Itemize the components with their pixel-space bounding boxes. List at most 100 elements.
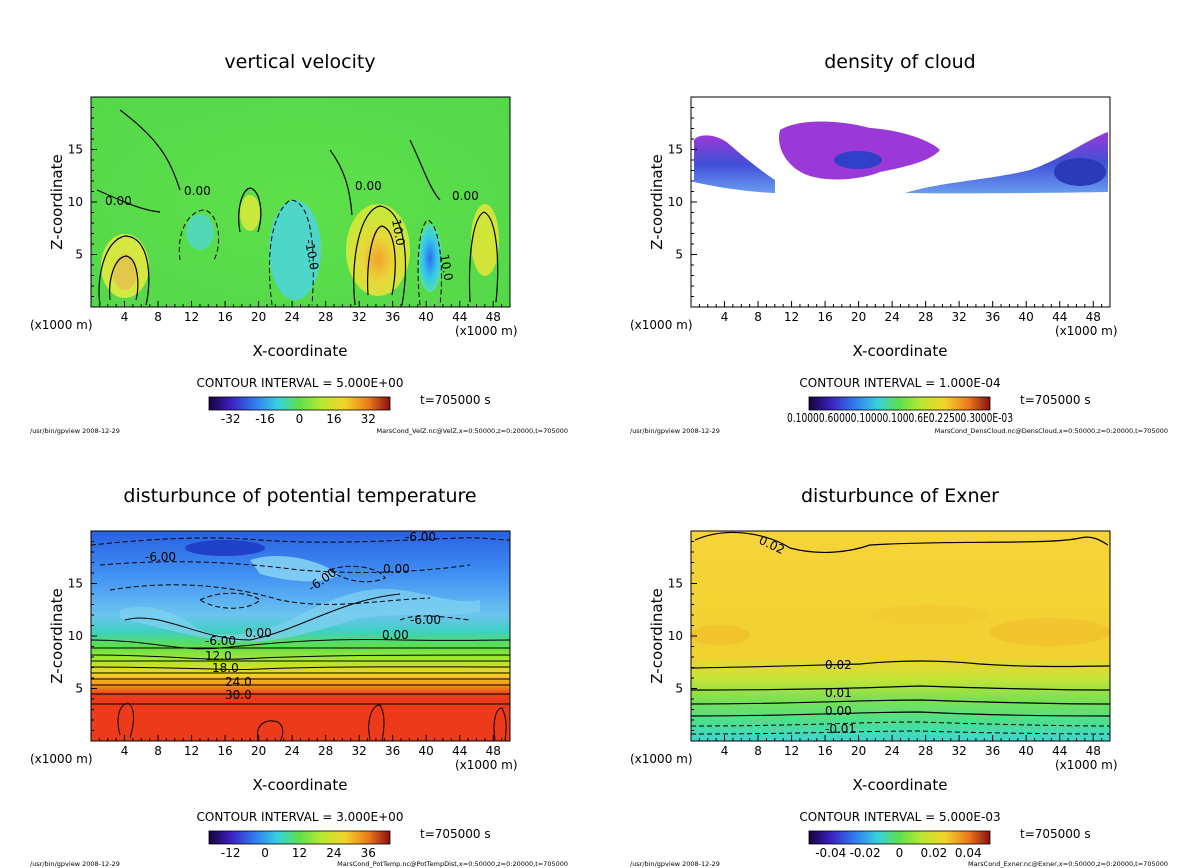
y-tick-label: 5: [75, 682, 83, 696]
colorbar-tick-label: 12: [292, 846, 307, 860]
x-tick-label: 24: [884, 310, 899, 324]
x-tick-label: 24: [284, 744, 299, 758]
x-tick-label: 32: [352, 744, 367, 758]
x-tick-label: 16: [217, 310, 232, 324]
footer-right: MarsCond_Exner.nc@Exner,x=0:50000,z=0:20…: [968, 860, 1168, 868]
footer-left: /usr/bin/gpview 2008-12-29: [630, 427, 720, 435]
contour-label: 0.00: [105, 194, 132, 208]
high-patch: [870, 605, 990, 625]
contour-label: 10.0: [389, 218, 407, 247]
x-unit-right: (x1000 m): [455, 324, 518, 338]
cold-cell: [418, 224, 442, 292]
warm-cell: [240, 195, 260, 231]
x-axis-label: X-coordinate: [853, 776, 948, 794]
x-unit-right: (x1000 m): [455, 758, 518, 772]
colorbar-tick-label: 0: [261, 846, 269, 860]
colorbar-tick-label: -12: [221, 846, 241, 860]
contour-label: 24.0: [225, 675, 252, 689]
footer-right: MarsCond_VelZ.nc@VelZ,x=0:50000,z=0:2000…: [377, 427, 568, 435]
x-unit-left: (x1000 m): [30, 752, 93, 766]
x-tick-label: 36: [385, 310, 400, 324]
x-tick-label: 44: [1052, 744, 1067, 758]
contour-label: 0.00: [825, 704, 852, 718]
x-tick-label: 20: [251, 744, 266, 758]
x-tick-label: 28: [318, 310, 333, 324]
time-label: t=705000 s: [1020, 827, 1091, 841]
high-patch: [690, 625, 750, 645]
contour-label: -0.01: [825, 722, 856, 736]
x-tick-label: 28: [318, 744, 333, 758]
footer-right: MarsCond_PotTemp.nc@PotTempDist,x=0:5000…: [337, 860, 568, 868]
contour-label: 0.00: [245, 626, 272, 640]
x-tick-label: 20: [851, 744, 866, 758]
y-tick-label: 10: [68, 629, 83, 643]
y-tick-label: 10: [68, 195, 83, 209]
y-tick-label: 5: [675, 248, 683, 262]
x-tick-label: 12: [184, 744, 199, 758]
contour-label: 0.00: [382, 628, 409, 642]
x-tick-label: 36: [985, 310, 1000, 324]
chart-title: disturbunce of Exner: [801, 485, 999, 507]
colorbar-tick-label: -16: [255, 412, 275, 426]
x-tick-label: 28: [918, 310, 933, 324]
time-label: t=705000 s: [420, 827, 491, 841]
x-tick-label: 36: [985, 744, 1000, 758]
x-tick-label: 4: [121, 310, 129, 324]
cold-patch: [185, 540, 265, 556]
chart-title: density of cloud: [824, 51, 976, 73]
colorbar-tick-label: -0.04: [815, 846, 846, 860]
footer-left: /usr/bin/gpview 2008-12-29: [30, 860, 120, 868]
colorbar-tick-label: 24: [326, 846, 341, 860]
x-tick-label: 12: [184, 310, 199, 324]
x-tick-label: 8: [154, 310, 162, 324]
x-tick-label: 44: [452, 744, 467, 758]
y-axis-label: Z-coordinate: [48, 588, 66, 683]
y-tick-label: 10: [668, 629, 683, 643]
x-tick-label: 20: [251, 310, 266, 324]
footer-right: MarsCond_DensCloud.nc@DensCloud,x=0:5000…: [935, 427, 1168, 435]
x-tick-label: 8: [754, 310, 762, 324]
x-tick-label: 12: [784, 744, 799, 758]
contour-interval: CONTOUR INTERVAL = 3.000E+00: [197, 810, 404, 824]
colorbar: [808, 830, 991, 845]
x-tick-label: 44: [1052, 310, 1067, 324]
x-tick-label: 4: [721, 310, 729, 324]
colorbar-tick-label: 0: [896, 846, 904, 860]
contour-label: 0.00: [452, 189, 479, 203]
colorbar-tick-label: 16: [326, 412, 341, 426]
contour-lines: [96, 109, 499, 306]
x-axis-label: X-coordinate: [253, 342, 348, 360]
colorbar-tick-label: -0.02: [850, 846, 881, 860]
mixed-layer: [120, 589, 480, 642]
contour-label: 0.00: [184, 184, 211, 198]
x-tick-label: 20: [851, 310, 866, 324]
x-unit-right: (x1000 m): [1055, 324, 1118, 338]
negative-contours: [90, 537, 511, 621]
x-tick-label: 40: [1019, 310, 1034, 324]
contour-label: 18.0: [212, 661, 239, 675]
x-tick-label: 8: [754, 744, 762, 758]
field-background: [691, 97, 1110, 307]
colorbar-tick-label: -32: [221, 412, 241, 426]
cloud-core: [1054, 158, 1106, 186]
x-tick-label: 24: [284, 310, 299, 324]
chart-title: vertical velocity: [224, 51, 375, 73]
contour-interval: CONTOUR INTERVAL = 5.000E-03: [799, 810, 1000, 824]
mixed-layer: [250, 555, 340, 582]
contour-lines: [90, 593, 511, 742]
x-unit-left: (x1000 m): [30, 318, 93, 332]
x-axis-label: X-coordinate: [853, 342, 948, 360]
x-tick-label: 32: [952, 310, 967, 324]
y-axis-label: Z-coordinate: [48, 154, 66, 249]
contour-label: 0.02: [825, 658, 852, 672]
negative-contours: [178, 199, 442, 306]
negative-contours: [690, 721, 1111, 735]
warm-cell: [471, 204, 499, 276]
footer-left: /usr/bin/gpview 2008-12-29: [30, 427, 120, 435]
x-tick-label: 48: [1086, 310, 1101, 324]
x-tick-label: 44: [452, 310, 467, 324]
contour-label: 0.00: [355, 179, 382, 193]
contour-label: -6.00: [410, 613, 441, 627]
time-label: t=705000 s: [420, 393, 491, 407]
